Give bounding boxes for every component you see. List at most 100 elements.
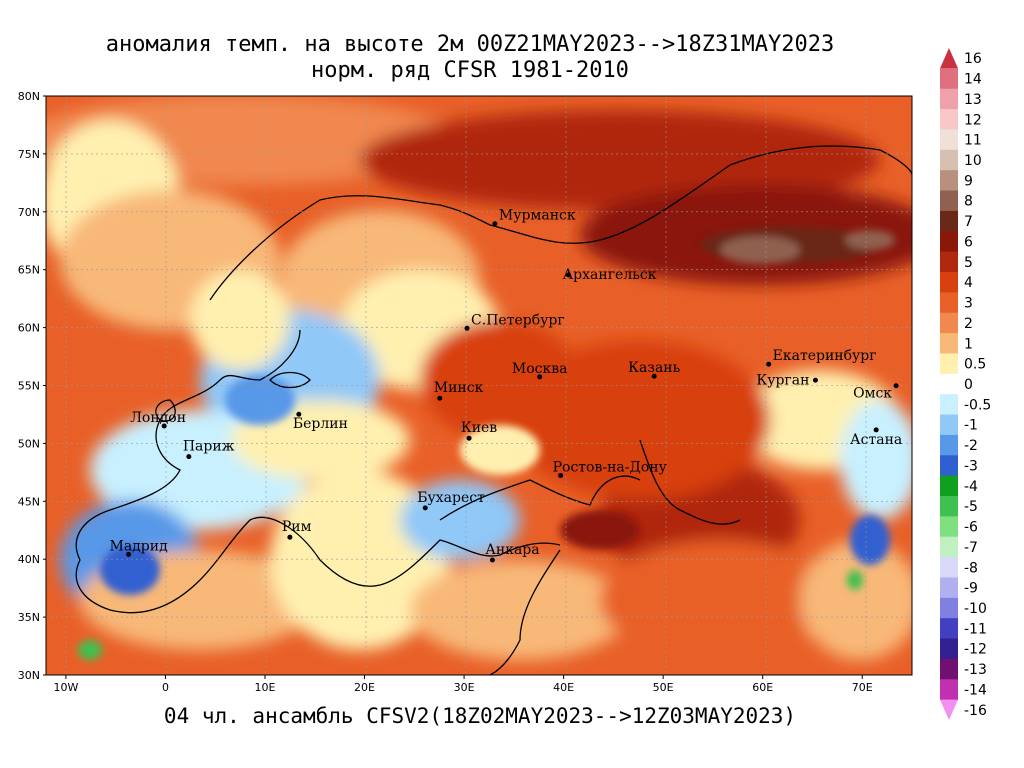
colorbar-swatch (940, 210, 958, 232)
city-dot (466, 435, 472, 441)
colorbar-swatch (940, 149, 958, 171)
colorbar-label: -7 (964, 540, 978, 556)
colorbar-swatch (940, 496, 958, 517)
colorbar-label: -8 (964, 560, 978, 576)
city-dot (893, 383, 899, 389)
colorbar-swatch (940, 333, 958, 354)
city-dot (651, 373, 657, 379)
longitude-axis: 10W 0 10E 20E 30E 40E 50E 60E 70E (53, 675, 873, 694)
lat-tick-label: 50N (18, 437, 40, 450)
city-label: Берлин (293, 416, 348, 432)
colorbar-swatch (940, 475, 958, 497)
city-label: Екатеринбург (773, 348, 877, 364)
colorbar-swatch (940, 292, 958, 314)
colorbar-swatch (940, 679, 958, 701)
city-label: Минск (434, 380, 484, 396)
colorbar-swatch (940, 68, 958, 90)
colorbar-label: 4 (964, 275, 973, 291)
latitude-axis: 80N 75N 70N 65N 60N 55N 50N 45N 40N 35N 30N (18, 90, 46, 682)
colorbar-label: -1 (964, 418, 978, 434)
colorbar-label: 1 (964, 336, 973, 352)
city-label: С.Петербург (471, 312, 565, 328)
lon-tick-label: 10E (255, 681, 276, 694)
colorbar-label: 0.5 (964, 357, 986, 373)
city-label: Париж (183, 439, 235, 455)
colorbar-label: -4 (964, 479, 978, 495)
coastlines (75, 145, 912, 675)
colorbar-swatch (940, 658, 958, 680)
lat-tick-label: 45N (18, 495, 40, 508)
lon-tick-label: 50E (653, 681, 674, 694)
city-dot (161, 423, 167, 429)
lat-tick-label: 30N (18, 669, 40, 682)
colorbar-swatch (940, 414, 958, 436)
city-label: Мадрид (110, 538, 169, 554)
lon-tick-label: 30E (454, 681, 475, 694)
colorbar-swatch (940, 618, 958, 640)
city-markers: Мурманск Архангельск С.Петербург Москва Каза… (110, 208, 902, 563)
colorbar-swatch (940, 48, 958, 69)
colorbar-label: -12 (964, 642, 987, 658)
colorbar-label: 13 (964, 92, 982, 108)
lon-tick-label: 40E (553, 681, 574, 694)
city-label: Лондон (130, 410, 186, 426)
colorbar-swatch (940, 272, 958, 293)
map-title-line2: норм. ряд CFSR 1981-2010 (311, 58, 629, 83)
city-label: Омск (853, 386, 892, 402)
colorbar-swatch (940, 231, 958, 253)
lon-tick-label: 10W (53, 681, 78, 694)
lon-tick-label: 70E (852, 681, 873, 694)
colorbar-label: 2 (964, 316, 973, 332)
colorbar-swatch (940, 129, 958, 151)
colorbar-label: 0 (964, 377, 973, 393)
city-dot (873, 427, 879, 433)
city-label: Анкара (485, 542, 539, 558)
city-label: Киев (461, 420, 497, 436)
city-dot (812, 377, 818, 383)
city-dot (186, 454, 192, 460)
city-label: Ростов-на-Дону (553, 459, 668, 475)
colorbar-swatch (940, 394, 958, 416)
colorbar-swatch (940, 109, 958, 130)
lat-tick-label: 55N (18, 380, 40, 393)
city-label: Астана (850, 432, 902, 448)
colorbar-label: 12 (964, 112, 982, 128)
lon-tick-label: 60E (752, 681, 773, 694)
colorbar-label: 8 (964, 194, 973, 210)
colorbar-label: 5 (964, 255, 973, 271)
city-dot (566, 272, 572, 278)
colorbar-swatch (940, 312, 958, 334)
lon-tick-label: 0 (162, 681, 169, 694)
city-dot (422, 505, 428, 511)
colorbar-swatch (940, 577, 958, 599)
colorbar-label: -5 (964, 499, 978, 515)
city-label: Бухарест (417, 490, 485, 506)
city-dot (558, 472, 564, 478)
city-dot (437, 395, 443, 401)
colorbar-swatch (940, 597, 958, 619)
colorbar-label: -9 (964, 581, 978, 597)
map-title-line1: аномалия темп. на высоте 2м 00Z21MAY2023… (105, 32, 835, 57)
city-dot (537, 374, 543, 380)
lat-tick-label: 40N (18, 553, 40, 566)
city-label: Казань (628, 360, 680, 376)
colorbar-label: -3 (964, 458, 978, 474)
lat-tick-label: 60N (18, 322, 40, 335)
ensemble-footer: 04 чл. ансамбль CFSV2(18Z02MAY2023-->12Z… (163, 704, 797, 728)
colorbar-legend: 16 14 13 12 11 10 9 8 7 6 5 4 3 2 1 0.5 0 -0.5 -1 -2 -3 -4 -5 -… (940, 48, 991, 720)
colorbar-label: 11 (964, 133, 982, 149)
colorbar-label: 6 (964, 234, 973, 250)
colorbar-label: 3 (964, 296, 973, 312)
colorbar-swatch (940, 557, 958, 578)
colorbar-label: -0.5 (964, 397, 991, 413)
colorbar-swatch (940, 434, 958, 456)
colorbar-label: -14 (964, 682, 987, 698)
colorbar-label: 9 (964, 173, 973, 189)
colorbar-label: -11 (964, 621, 987, 637)
city-dot (296, 411, 302, 417)
colorbar-label: -10 (964, 601, 987, 617)
colorbar-swatch (940, 170, 958, 192)
lat-tick-label: 35N (18, 611, 40, 624)
city-label: Архангельск (563, 267, 657, 283)
